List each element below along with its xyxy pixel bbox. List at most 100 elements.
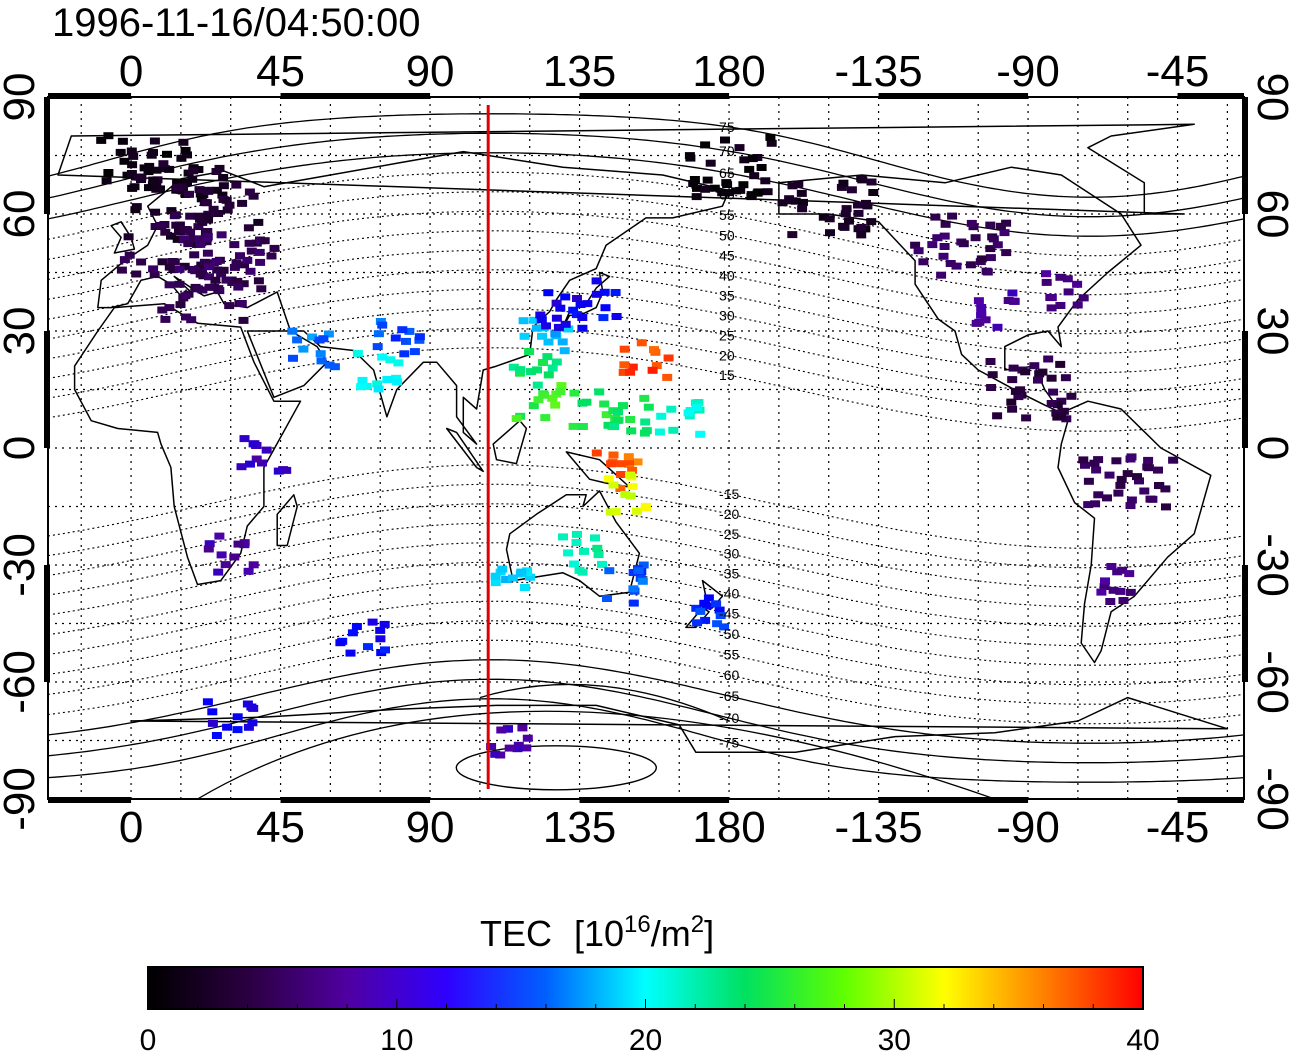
tec-point — [542, 353, 553, 361]
tec-point — [579, 547, 589, 555]
tec-point — [217, 191, 228, 199]
tec-point — [221, 276, 232, 284]
tec-point — [762, 188, 773, 196]
tec-point — [143, 168, 154, 176]
tec-point — [856, 223, 867, 231]
tec-point — [557, 338, 568, 346]
tec-point — [212, 266, 223, 274]
tec-point — [115, 148, 126, 156]
tec-point — [180, 226, 191, 233]
tec-point — [256, 285, 267, 293]
tec-point — [269, 244, 280, 252]
tec-point — [692, 403, 702, 411]
tec-point — [1091, 466, 1102, 474]
tec-point — [910, 241, 921, 249]
tec-point — [625, 492, 636, 500]
tec-point — [193, 166, 204, 173]
tec-point — [787, 197, 798, 205]
tec-point — [668, 426, 679, 434]
tec-point — [244, 188, 255, 196]
tec-point — [287, 327, 298, 335]
lon-tick-label-bottom: -135 — [835, 803, 923, 852]
mlat-contour — [197, 710, 996, 799]
tec-point — [638, 561, 649, 569]
tec-point — [174, 228, 184, 236]
tec-point — [623, 453, 634, 461]
tec-point — [1096, 588, 1107, 596]
tec-point — [266, 252, 277, 260]
tec-point — [175, 301, 186, 309]
tec-point — [229, 553, 240, 561]
tec-point — [367, 618, 378, 626]
tec-point — [1072, 280, 1083, 288]
tec-point — [1132, 473, 1142, 481]
tec-point — [940, 220, 951, 228]
tec-point — [936, 271, 947, 279]
tec-point — [529, 316, 540, 324]
tec-point — [232, 713, 243, 721]
tec-point — [543, 338, 554, 346]
tec-point — [939, 232, 950, 240]
tec-point — [533, 396, 544, 404]
tec-point — [787, 231, 798, 239]
lat-tick-label-right: -90 — [1248, 767, 1292, 831]
mlat-label: -40 — [719, 586, 739, 602]
tec-point — [318, 335, 329, 343]
tec-point — [273, 467, 284, 475]
tec-point — [179, 235, 190, 243]
tec-point — [519, 332, 530, 340]
tec-point — [185, 212, 196, 220]
tec-point — [1090, 500, 1101, 508]
mlat-contour — [48, 269, 1244, 354]
mlat-label: 55 — [719, 207, 735, 223]
tec-point — [1100, 577, 1110, 585]
tec-point — [345, 649, 356, 657]
tec-point — [259, 237, 270, 245]
tec-point — [181, 313, 191, 321]
tec-point — [248, 704, 259, 712]
lat-tick-label-right: 0 — [1248, 436, 1292, 460]
tec-point — [329, 363, 340, 371]
tec-point — [166, 232, 176, 240]
tec-point — [632, 507, 642, 515]
coastline-madagascar — [276, 494, 298, 547]
tec-point — [158, 160, 169, 168]
tec-point — [222, 723, 233, 731]
tec-point — [201, 238, 212, 246]
tec-point — [625, 416, 636, 423]
tec-point — [793, 180, 804, 188]
tec-point — [186, 316, 197, 324]
tec-point — [618, 402, 628, 410]
tec-point — [182, 151, 192, 159]
tec-point — [649, 346, 659, 354]
tec-point — [288, 354, 298, 362]
tec-point — [777, 199, 788, 207]
frame-bar-top — [878, 93, 1029, 99]
tec-point — [151, 185, 162, 193]
tec-point — [982, 268, 993, 276]
tec-point — [1008, 297, 1019, 305]
tec-point — [1033, 376, 1043, 384]
tec-point — [632, 458, 643, 466]
tec-point — [597, 560, 607, 568]
tec-point — [347, 629, 358, 637]
tec-point — [866, 218, 877, 226]
tec-point — [195, 270, 206, 278]
tec-point — [229, 263, 240, 271]
mlat-contour — [48, 171, 1244, 257]
tec-point — [753, 188, 764, 196]
tec-point — [543, 371, 554, 379]
tec-point — [970, 234, 981, 242]
tec-point — [508, 363, 519, 371]
tec-point — [1048, 388, 1059, 396]
tec-point — [194, 186, 205, 194]
tec-point — [213, 210, 224, 217]
coastline-new-zealand-s — [685, 607, 710, 629]
tec-point — [164, 304, 175, 312]
tec-point — [222, 206, 233, 214]
tec-point — [239, 261, 249, 269]
tec-point — [547, 394, 558, 402]
tec-point — [524, 348, 535, 356]
tec-point — [861, 199, 871, 207]
tec-point — [703, 594, 714, 602]
